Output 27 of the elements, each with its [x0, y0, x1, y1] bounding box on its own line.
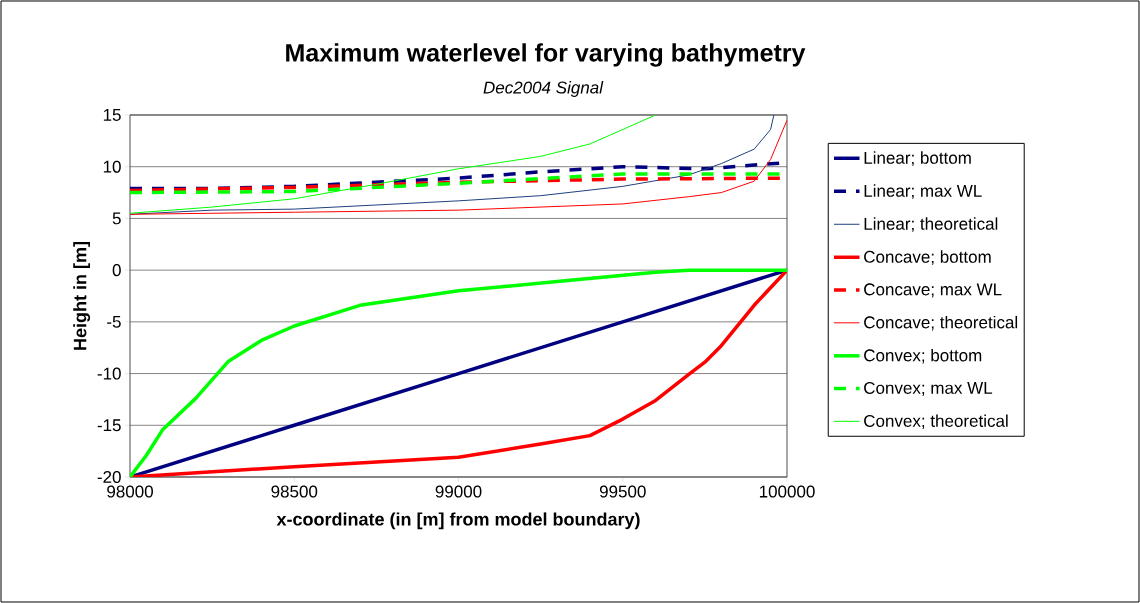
x-axis-title: x-coordinate (in [m] from model boundary) [276, 512, 640, 530]
x-tick-label: 98000 [107, 485, 153, 498]
x-tick-label: 99000 [435, 485, 482, 498]
y-tick-label: -10 [97, 367, 121, 380]
legend-label: Concave; theoretical [864, 315, 1018, 331]
chart-title: Maximum waterlevel for varying bathymetry [286, 43, 806, 67]
legend-label: Convex; bottom [864, 348, 982, 364]
chart-subtitle: Dec2004 Signal [483, 81, 604, 97]
y-tick-label: 10 [103, 160, 121, 173]
legend-label: Linear; max WL [864, 184, 982, 199]
y-tick-label: 5 [112, 212, 121, 225]
legend-label: Linear; bottom [864, 151, 971, 166]
y-tick-label: 0 [112, 264, 121, 277]
y-tick-label: -15 [97, 419, 121, 432]
x-tick-label: 100000 [759, 485, 815, 498]
legend-label: Concave; max WL [864, 283, 1002, 298]
y-tick-label: 15 [103, 109, 121, 121]
legend-label: Linear; theoretical [864, 217, 998, 232]
y-axis-title: Height in [m] [73, 242, 91, 350]
x-tick-label: 99500 [599, 485, 646, 498]
legend-label: Convex; max WL [864, 381, 993, 396]
legend-label: Convex; theoretical [864, 414, 1008, 429]
legend-label: Concave; bottom [864, 250, 991, 265]
line-series [130, 268, 788, 477]
y-tick-label: -20 [97, 470, 121, 484]
x-tick-label: 98500 [271, 485, 318, 498]
y-tick-label: -5 [107, 315, 121, 328]
